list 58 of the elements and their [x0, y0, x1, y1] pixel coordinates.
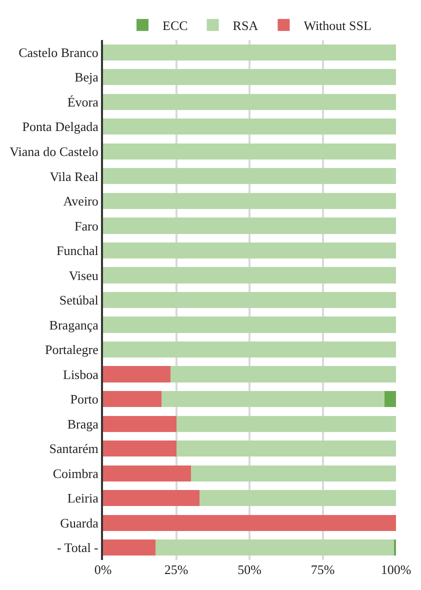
x-tick-label: 75% [310, 562, 335, 577]
x-tick-label: 25% [164, 562, 188, 577]
legend-label: RSA [232, 18, 259, 34]
bar [103, 465, 191, 482]
x-tick-label: 100% [380, 562, 412, 577]
x-tick-label: 0% [94, 562, 112, 577]
y-tick-label: Castelo Branco [18, 44, 98, 60]
legend-label: ECC [162, 18, 188, 34]
bar [200, 490, 396, 506]
bar [176, 440, 396, 457]
y-tick-label: Beja [74, 70, 99, 85]
bar [156, 540, 395, 556]
bar [103, 514, 396, 531]
bar [103, 366, 170, 382]
bar [103, 490, 200, 506]
bar [103, 118, 396, 135]
bar [103, 44, 396, 60]
bar [103, 391, 162, 408]
bar [103, 416, 176, 432]
bar [103, 540, 156, 556]
y-tick-label: Leiria [67, 490, 99, 506]
y-tick-label: Faro [74, 218, 98, 234]
bar [103, 94, 396, 110]
bar [103, 292, 396, 308]
y-tick-label: Porto [70, 392, 98, 407]
bar [103, 242, 396, 259]
bar [103, 316, 396, 333]
bar [103, 192, 396, 209]
bar [103, 143, 396, 160]
bar [162, 391, 384, 408]
y-tick-label: Funchal [56, 243, 99, 258]
y-tick-label: Lisboa [63, 366, 99, 382]
y-tick-label: Évora [67, 94, 99, 110]
bar [103, 440, 176, 457]
y-tick-label: Santarém [49, 441, 98, 456]
legend-label: Without SSL [304, 18, 372, 34]
y-tick-label: Portalegre [44, 342, 99, 358]
bar [103, 218, 396, 234]
bar [384, 391, 396, 408]
y-tick-label: Braga [67, 416, 99, 432]
y-tick-label: Ponta Delgada [22, 119, 99, 134]
y-tick-label: Coimbra [52, 466, 99, 481]
y-tick-label: Guarda [60, 515, 99, 530]
x-tick-label: 50% [238, 562, 262, 577]
bar [103, 341, 396, 358]
y-tick-label: Aveiro [63, 194, 98, 208]
bar [103, 69, 396, 86]
bar [190, 465, 396, 482]
y-tick-label: Vila Real [50, 168, 99, 184]
bar [103, 267, 396, 284]
y-tick-label: - Total - [56, 540, 98, 556]
bar [103, 168, 396, 184]
y-tick-label: Bragança [49, 317, 99, 332]
y-tick-label: Viseu [68, 268, 99, 283]
bar [170, 366, 396, 382]
bar [176, 416, 396, 432]
y-tick-label: Viana do Castelo [10, 144, 98, 159]
y-tick-label: Setúbal [59, 292, 99, 308]
